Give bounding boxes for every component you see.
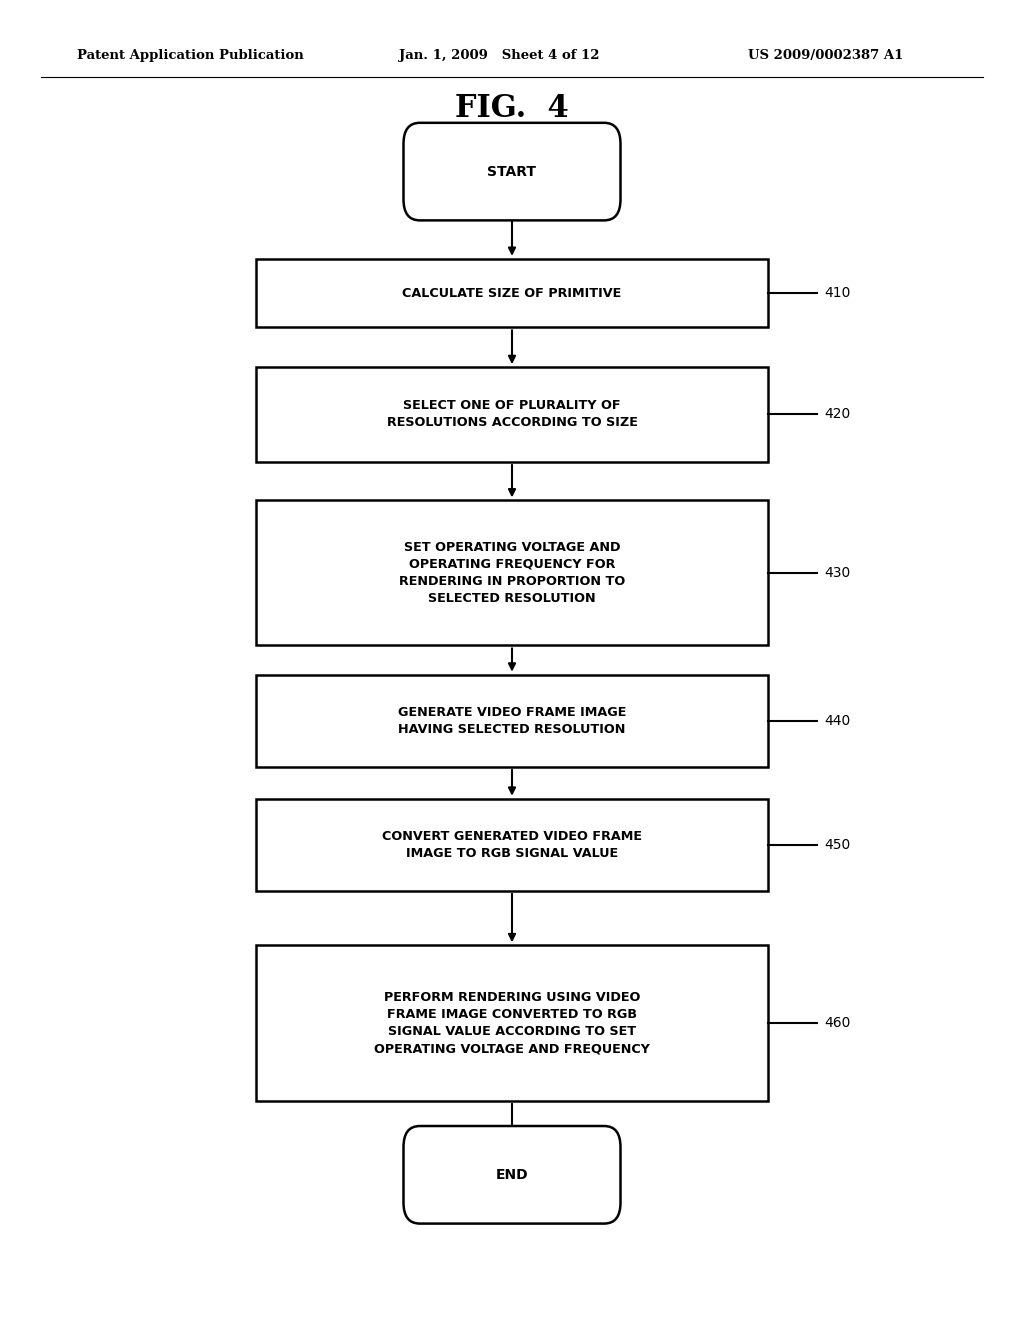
- Text: START: START: [487, 165, 537, 178]
- Text: 430: 430: [824, 566, 851, 579]
- FancyBboxPatch shape: [256, 367, 768, 462]
- FancyBboxPatch shape: [256, 945, 768, 1101]
- FancyBboxPatch shape: [256, 500, 768, 645]
- Text: END: END: [496, 1168, 528, 1181]
- FancyBboxPatch shape: [256, 259, 768, 327]
- Text: Jan. 1, 2009   Sheet 4 of 12: Jan. 1, 2009 Sheet 4 of 12: [399, 49, 600, 62]
- Text: GENERATE VIDEO FRAME IMAGE
HAVING SELECTED RESOLUTION: GENERATE VIDEO FRAME IMAGE HAVING SELECT…: [397, 706, 627, 735]
- Text: US 2009/0002387 A1: US 2009/0002387 A1: [748, 49, 903, 62]
- Text: CALCULATE SIZE OF PRIMITIVE: CALCULATE SIZE OF PRIMITIVE: [402, 286, 622, 300]
- Text: 410: 410: [824, 286, 851, 300]
- Text: 460: 460: [824, 1016, 851, 1030]
- FancyBboxPatch shape: [256, 675, 768, 767]
- Text: FIG.  4: FIG. 4: [455, 92, 569, 124]
- Text: SELECT ONE OF PLURALITY OF
RESOLUTIONS ACCORDING TO SIZE: SELECT ONE OF PLURALITY OF RESOLUTIONS A…: [387, 400, 637, 429]
- FancyBboxPatch shape: [403, 123, 621, 220]
- FancyBboxPatch shape: [256, 799, 768, 891]
- Text: PERFORM RENDERING USING VIDEO
FRAME IMAGE CONVERTED TO RGB
SIGNAL VALUE ACCORDIN: PERFORM RENDERING USING VIDEO FRAME IMAG…: [374, 991, 650, 1055]
- Text: 420: 420: [824, 408, 851, 421]
- FancyBboxPatch shape: [403, 1126, 621, 1224]
- Text: 450: 450: [824, 838, 851, 851]
- Text: SET OPERATING VOLTAGE AND
OPERATING FREQUENCY FOR
RENDERING IN PROPORTION TO
SEL: SET OPERATING VOLTAGE AND OPERATING FREQ…: [399, 541, 625, 605]
- Text: Patent Application Publication: Patent Application Publication: [77, 49, 303, 62]
- Text: CONVERT GENERATED VIDEO FRAME
IMAGE TO RGB SIGNAL VALUE: CONVERT GENERATED VIDEO FRAME IMAGE TO R…: [382, 830, 642, 859]
- Text: 440: 440: [824, 714, 851, 727]
